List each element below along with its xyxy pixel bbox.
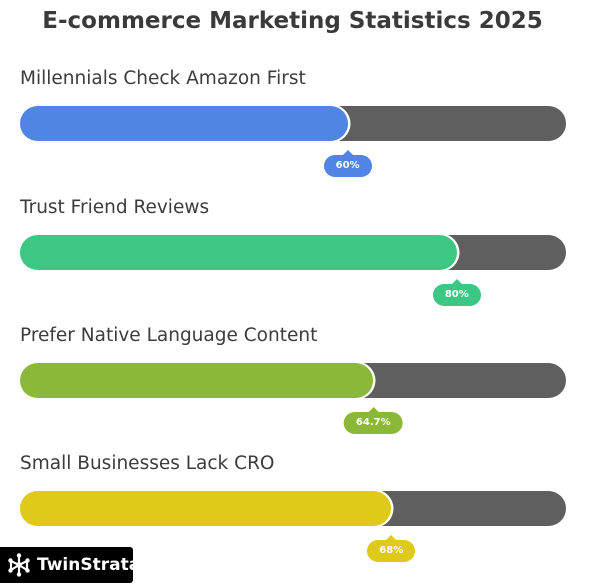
stat-label-0: Millennials Check Amazon First [20, 68, 306, 89]
stat-label-2: Prefer Native Language Content [20, 325, 318, 346]
bar-fill-1 [20, 235, 457, 270]
bar-track-0 [20, 106, 566, 141]
stat-label-3: Small Businesses Lack CRO [20, 453, 275, 474]
value-label-2: 64.7% [343, 407, 403, 434]
bar-track-2 [20, 363, 566, 398]
brand-badge: TwinStrata [0, 547, 140, 583]
stat-label-1: Trust Friend Reviews [20, 197, 210, 218]
brand-name: TwinStrata [37, 555, 141, 575]
network-nodes-icon [8, 553, 30, 577]
bar-fill-3 [20, 491, 392, 526]
chart-title: E-commerce Marketing Statistics 2025 [42, 8, 543, 34]
value-label-3: 68% [367, 535, 416, 562]
value-label-1: 80% [432, 279, 481, 306]
value-label-0: 60% [323, 150, 372, 177]
bar-fill-0 [20, 106, 348, 141]
bar-track-1 [20, 235, 566, 270]
bar-fill-2 [20, 363, 374, 398]
bar-track-3 [20, 491, 566, 526]
